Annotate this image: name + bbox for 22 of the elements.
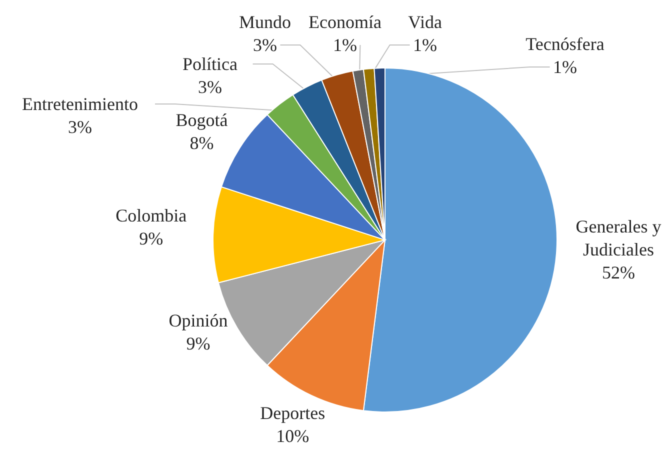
slice-label: Vida: [408, 12, 442, 32]
slice-label: Política: [182, 54, 238, 74]
slice-label: Colombia: [116, 206, 187, 226]
slice-label: Economía: [308, 12, 382, 32]
data-label: 1%: [553, 57, 577, 77]
slice-label: Generales y Judiciales: [576, 216, 662, 260]
data-label: 3%: [198, 77, 222, 97]
data-label: 3%: [253, 35, 277, 55]
data-label: 3%: [68, 117, 92, 137]
data-label: 1%: [333, 35, 357, 55]
slice-label: Tecnósfera: [526, 34, 604, 54]
data-label: 9%: [186, 334, 210, 354]
data-label: 8%: [190, 133, 214, 154]
slice-label: Entretenimiento: [22, 94, 138, 114]
data-label: 1%: [413, 35, 437, 55]
slice-label: Deportes: [260, 403, 326, 424]
data-label: 10%: [276, 426, 310, 446]
slice-label: Bogotá: [176, 110, 228, 130]
data-label: 9%: [139, 228, 164, 249]
data-label: 52%: [602, 262, 636, 283]
slice-label: Opinión: [168, 310, 228, 331]
slice-label: Mundo: [238, 12, 292, 32]
